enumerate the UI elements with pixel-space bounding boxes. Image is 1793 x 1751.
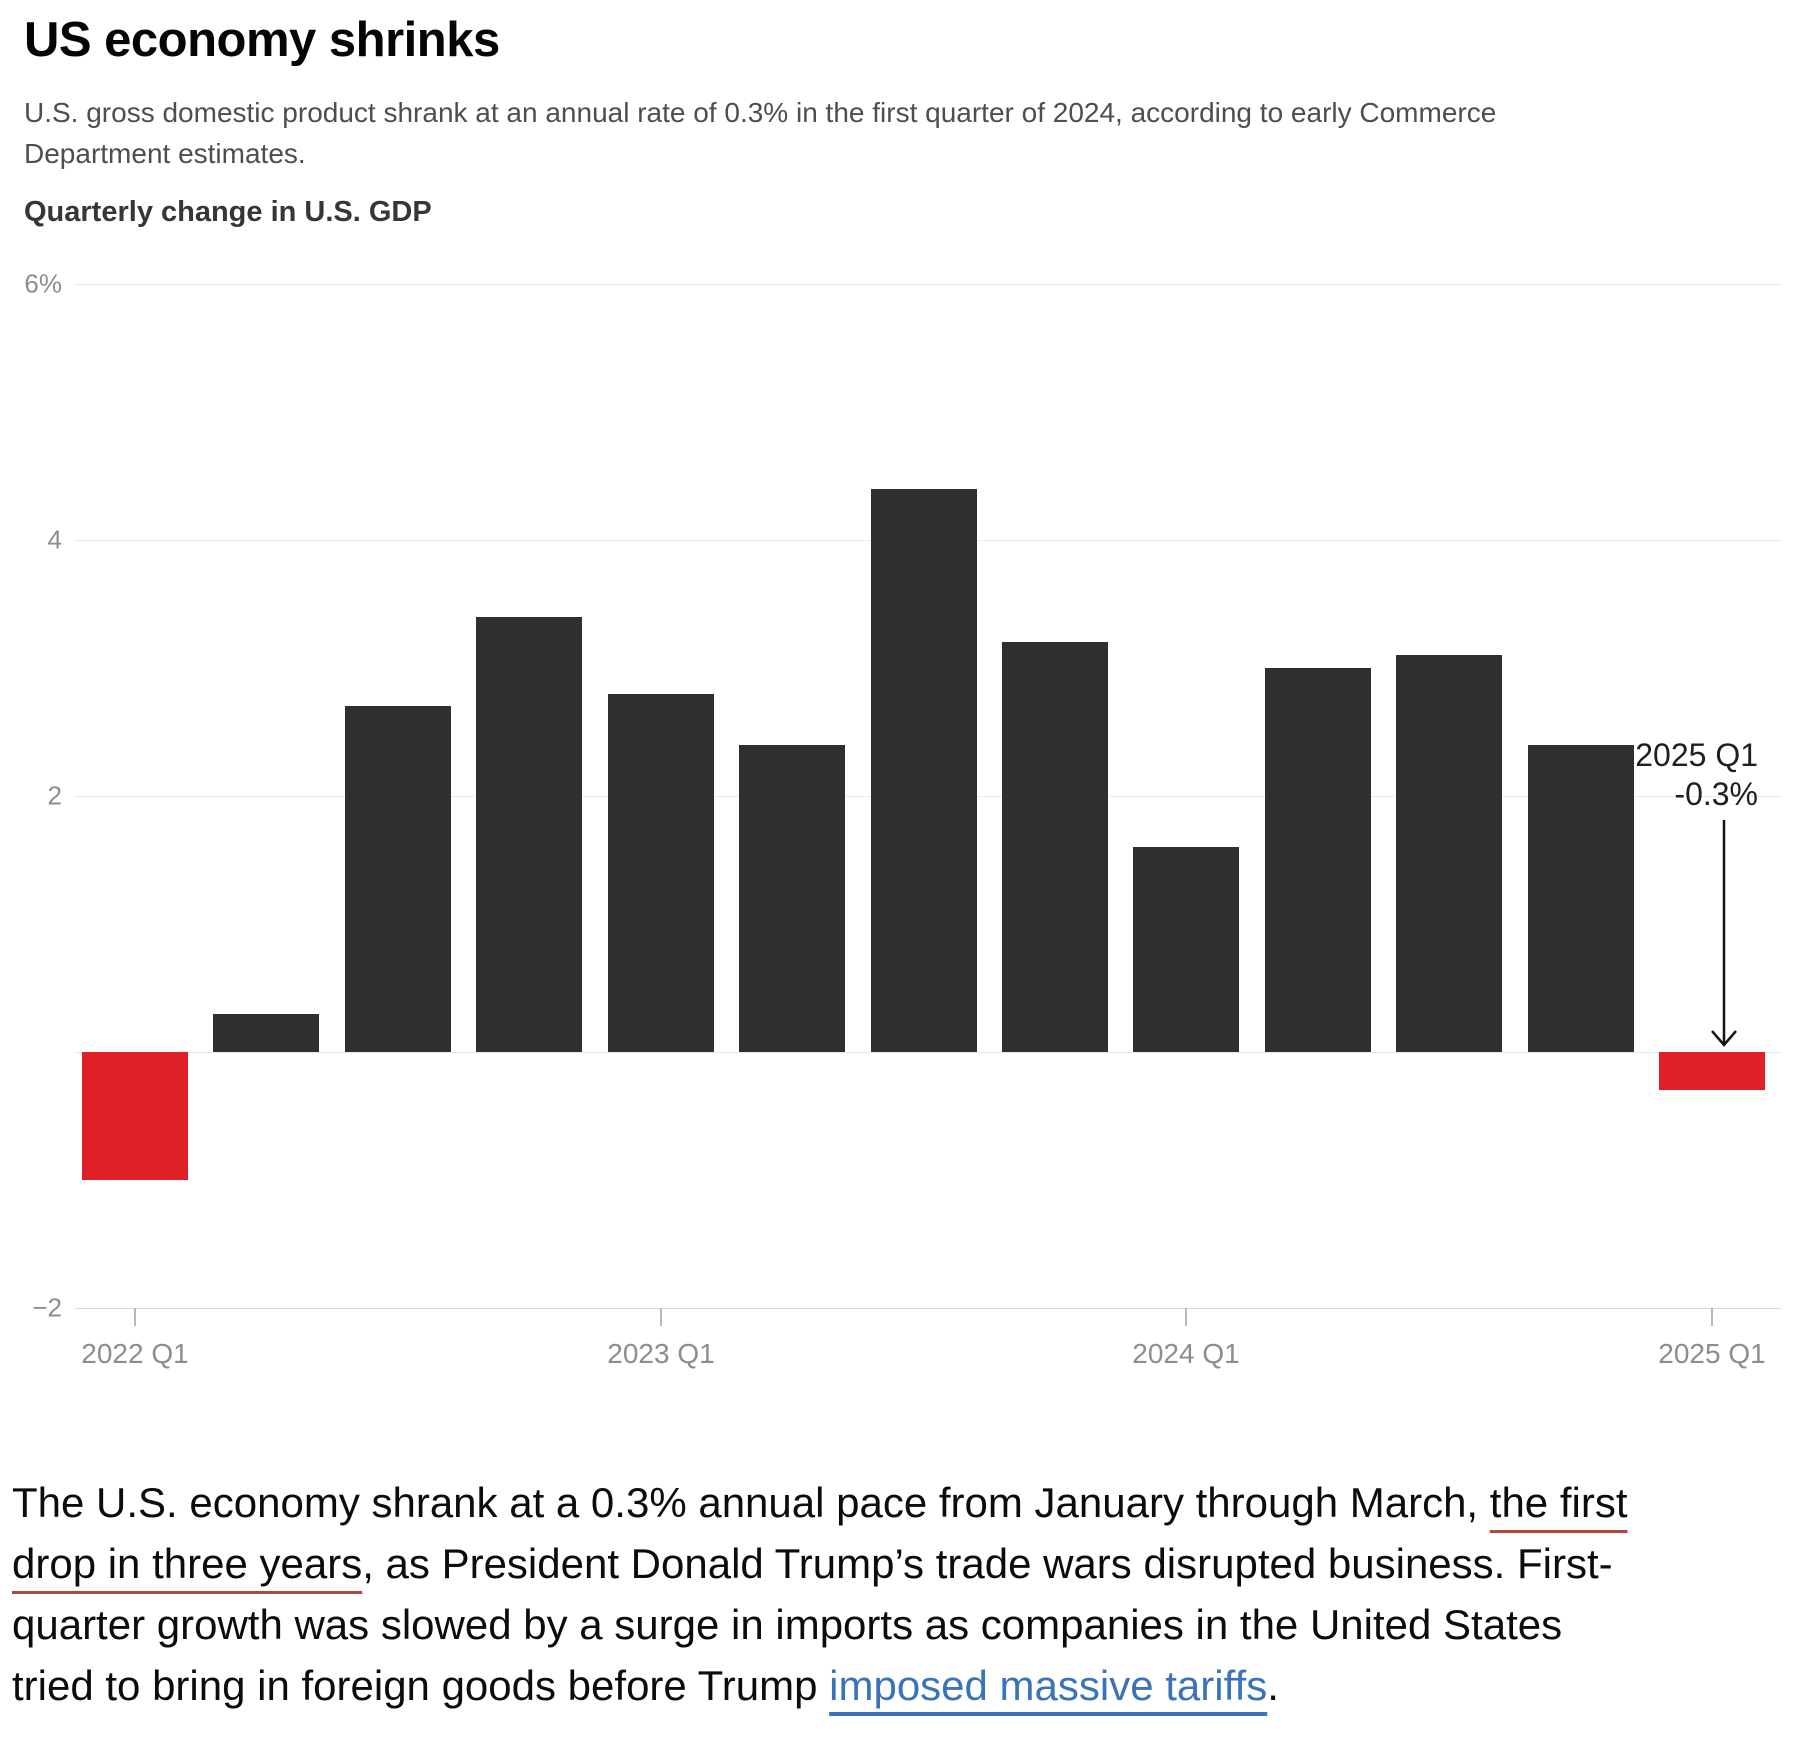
y-axis-label-4: 4 (47, 524, 62, 555)
y-axis-label-6: 6% (24, 268, 62, 299)
plot-area: 2025 Q1 -0.3% 6% 4 2 −2 2022 Q1 2023 Q1 2024 Q… (24, 268, 1781, 1369)
body-line: drop in three years, as President Donald… (12, 1533, 1628, 1594)
bar-2023-q2 (739, 745, 845, 1052)
first-drop-link[interactable]: the first (1489, 1479, 1628, 1526)
page-title: US economy shrinks (24, 13, 500, 67)
annotation-2025q1: 2025 Q1 -0.3% (1458, 736, 1758, 814)
body-line: The U.S. economy shrank at a 0.3% annual… (12, 1472, 1628, 1533)
subtitle-line: Department estimates. (24, 138, 306, 169)
bar-2022-q1 (82, 1052, 188, 1180)
body-line: quarter growth was slowed by a surge in … (12, 1594, 1628, 1655)
bar-2023-q1 (608, 694, 714, 1052)
bar-2025-q1 (1659, 1052, 1765, 1090)
bar-2024-q3 (1396, 655, 1502, 1052)
first-drop-link[interactable]: drop in three years (12, 1540, 363, 1587)
gridline-6 (75, 284, 1781, 285)
gridline-0 (75, 1052, 1781, 1053)
body-text-segment: The U.S. economy shrank at a 0.3% annual… (12, 1479, 1490, 1526)
bar-2023-q3 (871, 489, 977, 1052)
bar-2022-q2 (213, 1014, 319, 1052)
bar-2024-q4 (1528, 745, 1634, 1052)
x-axis-label-2023-q1: 2023 Q1 (607, 1338, 715, 1369)
x-axis-label-2024-q1: 2024 Q1 (1132, 1338, 1240, 1369)
x-tick-2025-q1 (1711, 1308, 1713, 1326)
body-paragraph: The U.S. economy shrank at a 0.3% annual… (12, 1472, 1628, 1716)
bar-2022-q4 (476, 617, 582, 1052)
y-axis-label-2: 2 (47, 780, 62, 811)
bar-2024-q2 (1265, 668, 1371, 1052)
chart-measure-label: Quarterly change in U.S. GDP (24, 196, 432, 228)
arrow-down-icon (1711, 820, 1737, 1047)
bar-2024-q1 (1133, 847, 1239, 1052)
imposed-tariffs-link[interactable]: imposed massive tariffs (829, 1662, 1268, 1709)
subtitle-line: U.S. gross domestic product shrank at an… (24, 97, 1497, 128)
y-axis-label--2: −2 (32, 1292, 62, 1323)
x-tick-2023-q1 (660, 1308, 662, 1326)
body-text-segment: , as President Donald Trump’s trade wars… (362, 1540, 1613, 1587)
annotation-line2: -0.3% (1674, 776, 1758, 812)
body-text-segment: tried to bring in foreign goods before T… (12, 1662, 830, 1709)
body-line: tried to bring in foreign goods before T… (12, 1655, 1628, 1716)
body-text-segment: quarter growth was slowed by a surge in … (12, 1601, 1563, 1648)
x-tick-2022-q1 (134, 1308, 136, 1326)
chart-subtitle: U.S. gross domestic product shrank at an… (24, 92, 1496, 174)
annotation-line1: 2025 Q1 (1635, 737, 1758, 773)
bar-2022-q3 (345, 706, 451, 1052)
x-axis-label-2022-q1: 2022 Q1 (81, 1338, 189, 1369)
body-text-segment: . (1267, 1662, 1279, 1709)
x-axis-line (75, 1308, 1781, 1309)
x-axis-label-2025-q1: 2025 Q1 (1658, 1338, 1766, 1369)
bar-2023-q4 (1002, 642, 1108, 1052)
x-tick-2024-q1 (1185, 1308, 1187, 1326)
